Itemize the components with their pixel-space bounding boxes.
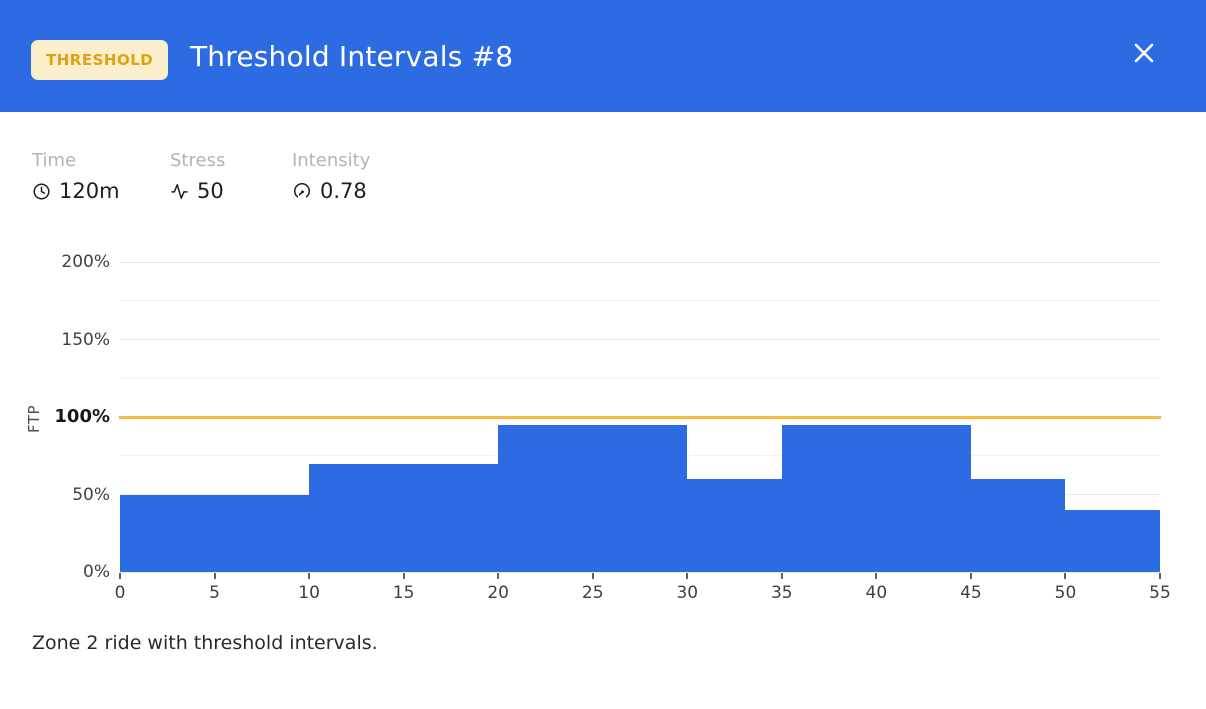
x-tick-label: 25 [581, 583, 604, 603]
gridline [120, 339, 1160, 340]
x-tick-label: 10 [298, 583, 320, 603]
stat-stress: Stress 50 [170, 150, 225, 203]
gridline [120, 377, 1160, 379]
page-title: Threshold Intervals #8 [190, 39, 514, 73]
tick-mark [686, 573, 689, 579]
clock-icon [32, 182, 51, 201]
activity-icon [170, 182, 189, 201]
tick-mark [591, 573, 594, 579]
bar-segment [309, 463, 499, 572]
y-tick-label: 150% [61, 329, 110, 350]
stat-value: 0.78 [320, 179, 367, 203]
x-tick-label: 45 [960, 583, 982, 603]
workout-type-badge: THRESHOLD [31, 40, 169, 80]
close-button[interactable] [1122, 32, 1166, 76]
tick-mark [780, 573, 783, 579]
stat-intensity: Intensity 0.78 [292, 150, 370, 203]
stat-label: Time [32, 150, 77, 171]
gridline [120, 532, 1160, 534]
tick-mark [875, 573, 878, 579]
tick-mark [308, 573, 311, 579]
x-tick-label: 0 [114, 583, 126, 603]
gridline [120, 571, 1160, 573]
tick-mark [497, 573, 500, 579]
x-tick-label: 5 [209, 583, 220, 603]
y-tick-label: 0% [83, 562, 110, 582]
y-tick-label: 50% [72, 484, 110, 505]
stat-label: Stress [170, 150, 226, 171]
x-tick-label: 35 [770, 583, 793, 603]
bar-segment [781, 424, 971, 572]
stat-value: 120m [59, 179, 120, 203]
gridline [120, 455, 1160, 457]
modal-header: THRESHOLD Threshold Intervals #8 [0, 0, 1206, 112]
bar-segment [498, 424, 688, 572]
gridline [120, 300, 1160, 302]
tick-mark [119, 573, 121, 579]
gauge-icon [292, 182, 312, 201]
x-tick-label: 40 [865, 583, 888, 603]
tick-mark [1064, 573, 1067, 579]
stat-time: Time 120m [32, 150, 120, 203]
tick-mark [969, 573, 972, 579]
ftp-threshold-line [119, 416, 1161, 419]
x-tick-label: 30 [676, 583, 699, 603]
gridline [120, 261, 1160, 263]
workout-description: Zone 2 ride with threshold intervals. [32, 632, 378, 654]
tick-mark [213, 573, 216, 579]
bar-segment [970, 479, 1066, 572]
x-tick-label: 50 [1054, 583, 1077, 603]
close-icon [1130, 39, 1158, 70]
bar-segment [120, 494, 310, 572]
bar-segment [1065, 510, 1160, 572]
y-tick-label: 200% [61, 252, 110, 272]
y-tick-label: 100% [54, 406, 110, 427]
stat-label: Intensity [292, 150, 371, 171]
x-tick-label: 20 [487, 583, 509, 603]
stat-value: 50 [197, 179, 224, 203]
tick-mark [402, 573, 405, 579]
tick-mark [1159, 573, 1161, 579]
x-tick-label: 15 [392, 583, 415, 603]
y-axis-title: FTP [25, 404, 43, 433]
bar-segment [687, 479, 782, 572]
x-tick-label: 55 [1149, 583, 1171, 603]
gridline [120, 494, 1160, 495]
